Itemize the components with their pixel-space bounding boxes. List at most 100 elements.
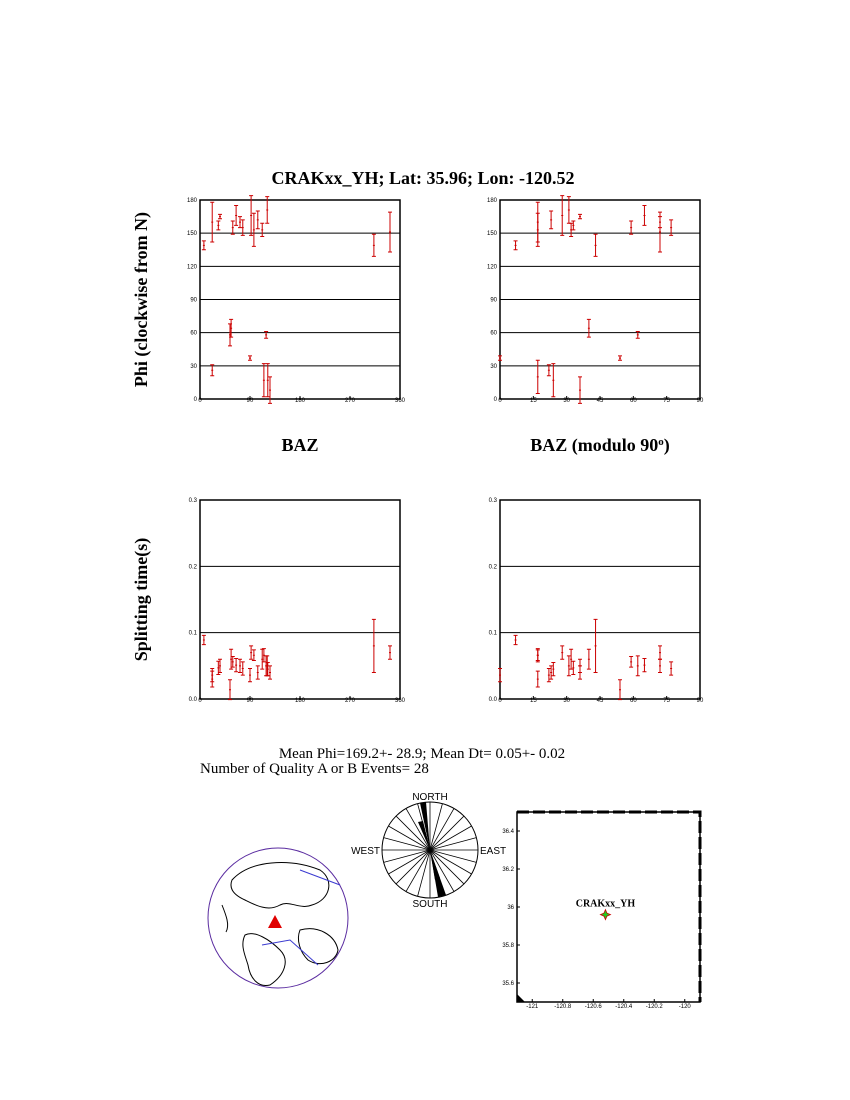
plate-boundary <box>299 869 341 886</box>
y-tick-label: 90 <box>490 298 497 304</box>
x-axis-label: BAZ <box>281 435 318 455</box>
error-bar <box>569 222 574 237</box>
y-tick-label: 0.1 <box>489 631 498 637</box>
y-tick-label: 120 <box>487 264 498 270</box>
error-bar <box>642 658 647 673</box>
error-bar <box>228 679 232 701</box>
error-bar <box>249 195 254 236</box>
x-axis-label-end: ) <box>664 435 670 456</box>
landmass <box>230 862 330 909</box>
y-tick-label: 36.2 <box>502 867 514 873</box>
y-tick-label: 0.1 <box>189 631 198 637</box>
error-bar <box>535 670 540 688</box>
error-bar <box>513 240 518 251</box>
landmass <box>221 904 229 933</box>
error-bar <box>566 655 571 677</box>
error-bar <box>658 658 662 673</box>
rose-direction-label: WEST <box>351 846 380 857</box>
station-point <box>599 908 612 921</box>
x-tick-label: 270 <box>345 698 356 704</box>
x-tick-label: 180 <box>295 698 306 704</box>
y-tick-label: 35.6 <box>502 981 514 987</box>
rose <box>381 801 479 899</box>
y-tick-label: 60 <box>490 331 497 337</box>
x-tick-label: 0 <box>498 398 502 404</box>
y-tick-label: 180 <box>187 198 198 204</box>
error-bar <box>218 213 222 220</box>
error-bar <box>251 649 256 662</box>
error-bar <box>228 323 232 347</box>
y-tick-label: 180 <box>487 198 498 204</box>
x-tick-label: 270 <box>345 398 356 404</box>
plot-frame <box>199 199 401 400</box>
error-bar <box>265 655 270 677</box>
error-bar <box>210 201 215 243</box>
y-tick-label: 0.3 <box>489 498 498 504</box>
error-bar <box>268 665 272 680</box>
x-tick-label: 90 <box>697 698 704 704</box>
error-bar <box>251 212 256 247</box>
error-bar <box>210 364 215 377</box>
x-tick-label: 360 <box>395 698 406 704</box>
x-tick-label: 45 <box>597 398 604 404</box>
globe-outline <box>207 847 349 989</box>
error-bar <box>265 662 270 677</box>
error-bar <box>535 648 540 663</box>
x-tick-label: 75 <box>663 398 670 404</box>
rose-wedge <box>418 821 430 850</box>
error-bar <box>265 363 270 398</box>
error-bar <box>658 645 662 660</box>
error-bar <box>230 656 235 668</box>
error-bar <box>260 222 265 237</box>
y-tick-label: 150 <box>487 231 498 237</box>
x-tick-label: 30 <box>563 698 570 704</box>
station-marker <box>268 915 282 928</box>
figure-title: CRAKxx_YH; Lat: 35.96; Lon: -120.52 <box>272 168 575 188</box>
error-bar <box>229 648 234 670</box>
y-tick-label: 0 <box>194 397 198 403</box>
error-bar <box>669 661 674 676</box>
x-tick-label: 60 <box>630 698 637 704</box>
error-bar <box>629 220 634 235</box>
y-tick-label: 30 <box>490 364 497 370</box>
y-tick-label: 120 <box>187 264 198 270</box>
error-bar <box>218 658 222 673</box>
error-bar <box>249 645 254 660</box>
error-bar <box>240 661 245 676</box>
error-bar <box>216 220 221 231</box>
x-tick-label: 15 <box>530 398 537 404</box>
error-bar <box>618 355 622 361</box>
error-bar <box>371 233 376 257</box>
error-bar <box>238 658 242 673</box>
x-tick-label: 90 <box>247 698 254 704</box>
rose-wedge <box>420 802 430 850</box>
error-bar <box>546 364 551 377</box>
error-bar <box>658 211 662 253</box>
error-bar <box>669 219 674 236</box>
rose-wedge <box>430 850 440 880</box>
error-bar <box>578 665 582 680</box>
error-bar <box>264 331 269 339</box>
error-bar <box>535 359 540 394</box>
error-bar <box>546 667 551 683</box>
y-tick-label: 0 <box>494 397 498 403</box>
error-bar <box>255 210 260 230</box>
error-bar <box>230 220 235 235</box>
x-tick-label: -121 <box>526 1004 539 1010</box>
rose-direction-label: NORTH <box>412 792 447 803</box>
error-bar <box>635 655 640 677</box>
station-label: CRAKxx_YH <box>576 899 636 910</box>
error-bar <box>629 656 634 668</box>
map-border <box>517 810 702 1002</box>
x-axis-label-sup: o <box>658 436 664 448</box>
x-tick-label: 75 <box>663 698 670 704</box>
x-tick-label: 360 <box>395 398 406 404</box>
rose-direction-label: EAST <box>480 846 506 857</box>
error-bar <box>566 196 571 224</box>
y-tick-label: 0.0 <box>489 697 498 703</box>
plate-boundary <box>261 939 319 966</box>
map-corner <box>517 994 525 1002</box>
error-bar <box>593 233 598 257</box>
y-tick-label: 0.3 <box>189 498 198 504</box>
x-tick-label: 90 <box>697 398 704 404</box>
